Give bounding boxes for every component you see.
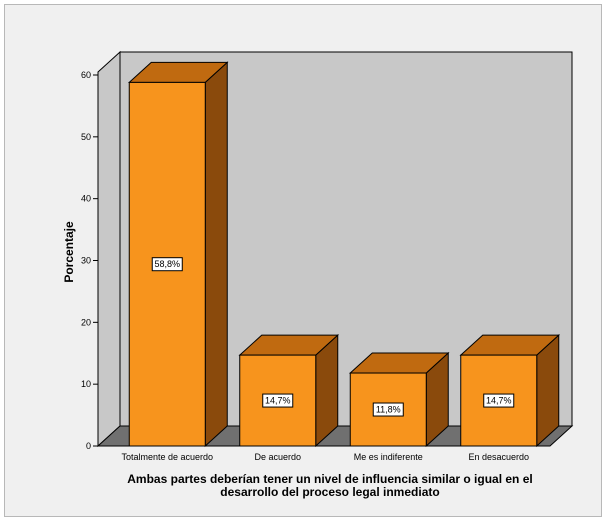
category-label: Totalmente de acuerdo bbox=[121, 452, 213, 462]
data-label-box bbox=[483, 393, 515, 408]
y-tick-label: 30 bbox=[81, 256, 91, 266]
y-tick-label: 60 bbox=[81, 70, 91, 80]
bar-side bbox=[204, 61, 228, 448]
y-tick-label: 20 bbox=[81, 317, 91, 327]
data-label-box bbox=[262, 393, 294, 408]
x-axis-title-line-2: desarrollo del proceso legal inmediato bbox=[220, 485, 439, 499]
y-tick-label: 40 bbox=[81, 194, 91, 204]
category-label: Me es indiferente bbox=[354, 452, 423, 462]
y-axis: 0 10 20 30 40 50 60 bbox=[81, 70, 99, 451]
data-label: 11,8% bbox=[376, 405, 401, 415]
data-label: 58,8% bbox=[154, 259, 180, 269]
bars: 58,8% 14,7% 11,8% 14,7% bbox=[127, 61, 561, 448]
y-axis-title: Porcentaje bbox=[62, 221, 76, 283]
x-axis-title-line-1: Ambas partes deberían tener un nivel de … bbox=[127, 472, 532, 486]
category-label: De acuerdo bbox=[254, 452, 301, 462]
y-tick-label: 50 bbox=[81, 132, 91, 142]
side-wall bbox=[97, 50, 121, 448]
data-label: 14,7% bbox=[265, 396, 291, 406]
data-label-box bbox=[151, 257, 183, 272]
y-tick-label: 0 bbox=[86, 441, 91, 451]
y-tick-label: 10 bbox=[81, 379, 91, 389]
data-label: 14,7% bbox=[486, 396, 512, 406]
category-label: En desacuerdo bbox=[468, 452, 529, 462]
data-label-box bbox=[372, 402, 404, 417]
category-labels: Totalmente de acuerdo De acuerdo Me es ind… bbox=[121, 452, 529, 462]
